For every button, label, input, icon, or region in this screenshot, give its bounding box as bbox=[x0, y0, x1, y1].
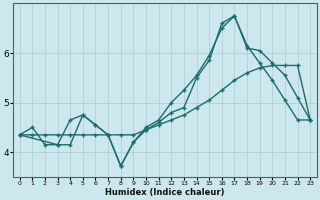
X-axis label: Humidex (Indice chaleur): Humidex (Indice chaleur) bbox=[105, 188, 225, 197]
